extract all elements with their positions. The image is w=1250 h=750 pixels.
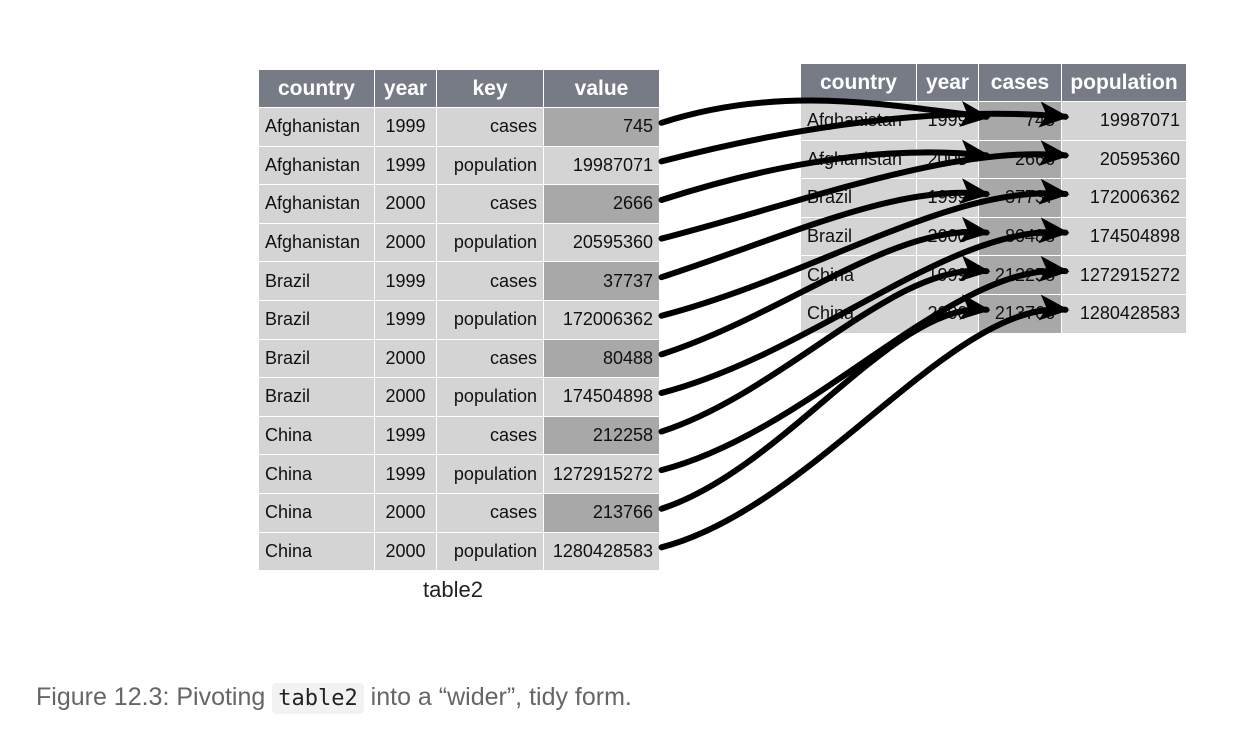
long-cell-country: Afghanistan [258, 184, 375, 224]
long-cell-value: 745 [543, 107, 660, 147]
long-cell-country: China [258, 454, 375, 494]
long-table-row: China 2000 population 1280428583 [258, 531, 660, 572]
long-cell-value: 213766 [543, 492, 660, 533]
long-cell-year: 2000 [374, 531, 437, 572]
long-table-row: Brazil 1999 cases 37737 [258, 261, 660, 301]
wide-cell-population: 19987071 [1061, 101, 1187, 141]
wide-header-cases: cases [978, 63, 1062, 102]
long-header-country: country [258, 69, 375, 108]
wide-header-country: country [800, 63, 917, 102]
long-table-row: Brazil 2000 population 174504898 [258, 377, 660, 417]
long-cell-key: cases [436, 184, 544, 224]
pivot-arrow [658, 294, 991, 512]
long-cell-year: 1999 [374, 415, 437, 456]
wide-header-year: year [916, 63, 979, 102]
long-cell-value: 1280428583 [543, 531, 660, 572]
long-cell-year: 1999 [374, 261, 437, 301]
long-cell-country: Brazil [258, 338, 375, 379]
wide-cell-population: 1280428583 [1061, 293, 1187, 334]
pivot-arrow [658, 178, 991, 281]
long-table-row: Brazil 2000 cases 80488 [258, 338, 660, 379]
long-cell-key: population [436, 377, 544, 417]
wide-cell-population: 20595360 [1061, 139, 1187, 180]
pivot-arrow [658, 255, 991, 435]
long-cell-key: population [436, 145, 544, 186]
wide-table: country year cases population Afghanistan 19… [800, 63, 1187, 334]
pivot-arrow [658, 255, 1070, 474]
long-cell-year: 1999 [374, 299, 437, 340]
long-cell-country: China [258, 415, 375, 456]
long-cell-country: Brazil [258, 299, 375, 340]
wide-table-row: China 1999 212258 1272915272 [800, 255, 1187, 295]
long-cell-year: 1999 [374, 145, 437, 186]
long-table-body: Afghanistan 1999 cases 745 Afghanistan 1999 po… [258, 107, 660, 572]
pivot-arrow [658, 97, 991, 127]
pivot-arrow [658, 294, 1070, 551]
long-header-value: value [543, 69, 660, 108]
wide-cell-population: 1272915272 [1061, 255, 1187, 295]
long-table-row: Afghanistan 1999 cases 745 [258, 107, 660, 147]
long-cell-country: China [258, 531, 375, 572]
long-cell-key: cases [436, 338, 544, 379]
long-cell-key: population [436, 299, 544, 340]
long-cell-key: population [436, 531, 544, 572]
long-table-header-row: country year key value [258, 69, 660, 108]
long-cell-value: 1272915272 [543, 454, 660, 494]
long-table-row: Afghanistan 1999 population 19987071 [258, 145, 660, 186]
long-cell-key: cases [436, 492, 544, 533]
wide-table-header-row: country year cases population [800, 63, 1187, 102]
long-cell-country: China [258, 492, 375, 533]
long-cell-key: cases [436, 261, 544, 301]
long-table-row: China 1999 cases 212258 [258, 415, 660, 456]
wide-cell-country: Brazil [800, 178, 917, 218]
caption-suffix: into a “wider”, tidy form. [363, 683, 632, 711]
long-cell-year: 2000 [374, 338, 437, 379]
caption-code: table2 [272, 683, 364, 714]
pivot-arrow [658, 178, 1070, 319]
long-cell-country: Afghanistan [258, 107, 375, 147]
long-cell-year: 1999 [374, 107, 437, 147]
long-cell-year: 2000 [374, 492, 437, 533]
long-table-row: Brazil 1999 population 172006362 [258, 299, 660, 340]
long-cell-key: population [436, 222, 544, 263]
figure-caption: Figure 12.3: Pivoting table2 into a “wid… [36, 683, 632, 714]
wide-header-population: population [1061, 63, 1187, 102]
caption-prefix: Figure 12.3: Pivoting [36, 683, 273, 711]
long-header-key: key [436, 69, 544, 108]
long-table-row: Afghanistan 2000 cases 2666 [258, 184, 660, 224]
pivot-arrow [658, 139, 991, 203]
wide-table-body: Afghanistan 1999 745 19987071 Afghanistan 200… [800, 101, 1187, 334]
long-cell-year: 2000 [374, 377, 437, 417]
long-table-row: Afghanistan 2000 population 20595360 [258, 222, 660, 263]
wide-cell-population: 172006362 [1061, 178, 1187, 218]
wide-table-row: Afghanistan 2000 2666 20595360 [800, 139, 1187, 180]
wide-cell-population: 174504898 [1061, 216, 1187, 257]
long-cell-value: 2666 [543, 184, 660, 224]
long-cell-country: Afghanistan [258, 145, 375, 186]
long-cell-country: Brazil [258, 261, 375, 301]
pivot-arrow [658, 101, 1070, 165]
long-cell-country: Brazil [258, 377, 375, 417]
long-cell-year: 2000 [374, 222, 437, 263]
long-table-row: China 2000 cases 213766 [258, 492, 660, 533]
pivot-arrow [658, 217, 1070, 396]
pivot-arrow [658, 140, 1070, 242]
long-cell-year: 2000 [374, 184, 437, 224]
long-table: country year key value Afghanistan 1999 cases… [258, 69, 660, 572]
pivot-arrow [658, 216, 991, 358]
long-cell-value: 80488 [543, 338, 660, 379]
table-name-label: table2 [423, 577, 483, 602]
long-cell-value: 20595360 [543, 222, 660, 263]
long-cell-year: 1999 [374, 454, 437, 494]
long-cell-key: cases [436, 107, 544, 147]
long-cell-value: 37737 [543, 261, 660, 301]
long-cell-value: 19987071 [543, 145, 660, 186]
